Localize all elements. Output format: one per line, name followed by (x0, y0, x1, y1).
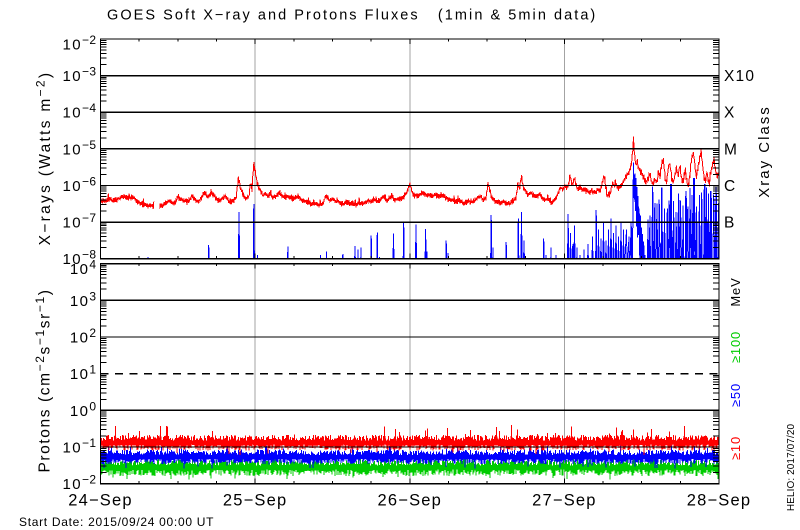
svg-text:X−rays (Watts m−2): X−rays (Watts m−2) (34, 71, 55, 246)
svg-text:≥10: ≥10 (728, 436, 743, 460)
svg-text:X10: X10 (724, 68, 755, 85)
svg-text:MeV: MeV (728, 277, 743, 306)
svg-text:28−Sep: 28−Sep (687, 492, 752, 510)
svg-text:GOES Soft X−ray and Protons Fl: GOES Soft X−ray and Protons Fluxes (1min… (107, 8, 597, 24)
svg-text:26−Sep: 26−Sep (378, 492, 443, 510)
svg-text:≥50: ≥50 (728, 383, 743, 407)
svg-text:Xray Class: Xray Class (756, 105, 773, 198)
svg-text:25−Sep: 25−Sep (223, 492, 288, 510)
svg-text:Protons (cm−2s−1sr−1): Protons (cm−2s−1sr−1) (33, 288, 54, 472)
svg-text:B: B (724, 215, 736, 232)
svg-text:27−Sep: 27−Sep (532, 492, 597, 510)
svg-text:X: X (724, 105, 736, 122)
svg-text:HELIO: 2017/07/20: HELIO: 2017/07/20 (786, 424, 797, 512)
svg-text:C: C (724, 178, 736, 195)
svg-text:M: M (724, 141, 738, 158)
svg-text:24−Sep: 24−Sep (68, 492, 133, 510)
svg-text:≥100: ≥100 (728, 331, 743, 363)
svg-text:Start Date: 2015/09/24 00:00 U: Start Date: 2015/09/24 00:00 UT (19, 515, 214, 529)
